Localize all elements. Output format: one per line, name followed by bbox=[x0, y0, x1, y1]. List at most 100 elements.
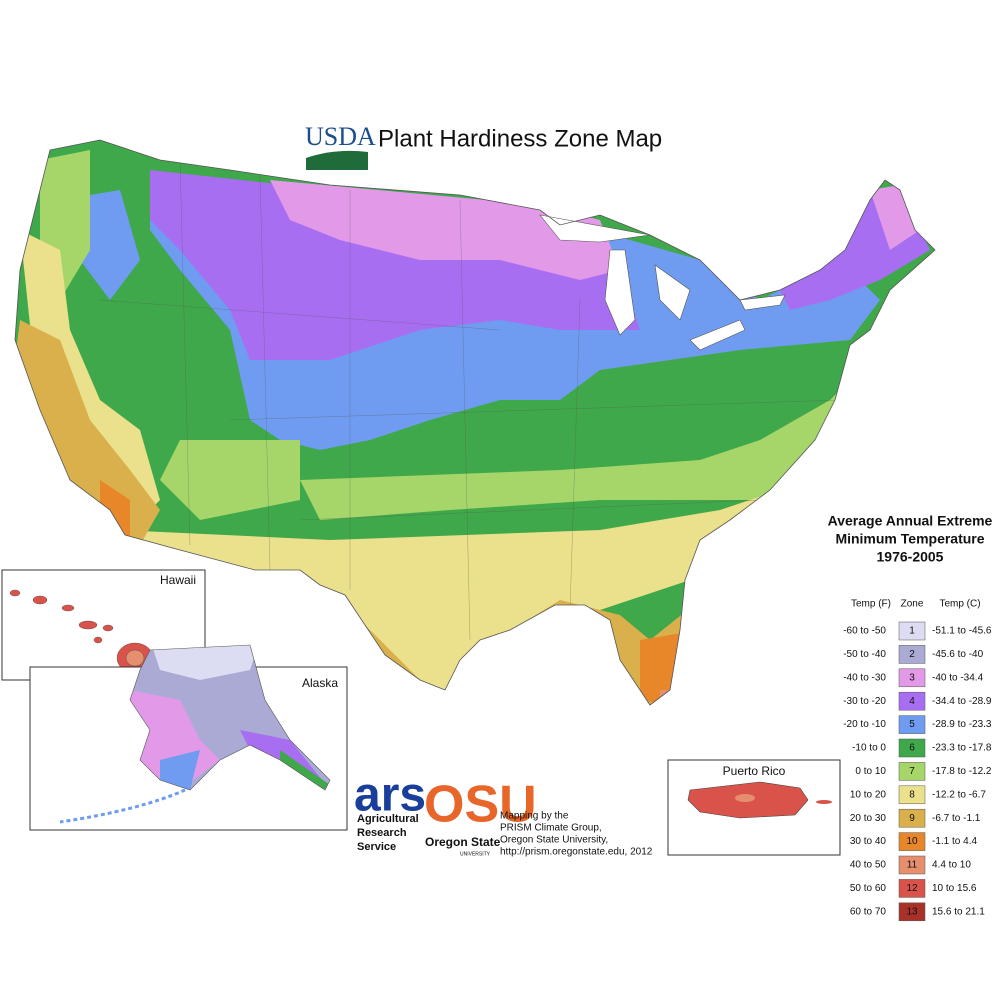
lake bbox=[739, 294, 786, 311]
credit-line: PRISM Climate Group, bbox=[500, 823, 602, 834]
ars-name: Research bbox=[357, 827, 407, 839]
legend-swatch bbox=[898, 785, 926, 805]
legend-swatch bbox=[898, 668, 926, 688]
legend-header: Temp (C) bbox=[939, 599, 980, 610]
island bbox=[93, 636, 103, 644]
legend-zone: 11 bbox=[907, 860, 918, 871]
legend-zone: 12 bbox=[906, 883, 918, 894]
island bbox=[816, 800, 832, 804]
state-line bbox=[299, 499, 761, 521]
legend-swatch bbox=[898, 902, 926, 922]
osu-name: UNIVERSITY bbox=[460, 851, 491, 857]
ars-name: Agricultural bbox=[357, 813, 419, 825]
legend-swatch bbox=[898, 715, 926, 734]
legend-temp-f: -40 to -30 bbox=[843, 672, 886, 683]
island bbox=[125, 649, 145, 667]
zone-area bbox=[160, 750, 200, 790]
legend-zone: 5 bbox=[909, 719, 915, 730]
legend-temp-f: -30 to -20 bbox=[843, 696, 886, 707]
credit-line: http://prism.oregonstate.edu, 2012 bbox=[500, 847, 653, 858]
zone-area bbox=[15, 320, 160, 545]
zone-area bbox=[300, 380, 850, 520]
usda-swoosh bbox=[306, 150, 368, 170]
island bbox=[32, 595, 48, 605]
legend-swatch bbox=[898, 738, 926, 758]
credits: ars Agricultural Research Service OSU Or… bbox=[354, 769, 653, 858]
state-line bbox=[229, 399, 841, 421]
zone-area bbox=[120, 450, 830, 700]
usda-logo-text: USDA bbox=[305, 122, 376, 151]
map-title: Plant Hardiness Zone Map bbox=[378, 125, 662, 152]
zone-area bbox=[870, 185, 920, 250]
legend-temp-f: 40 to 50 bbox=[850, 860, 887, 871]
zone-area bbox=[160, 440, 300, 520]
legend-zone: 2 bbox=[909, 649, 915, 660]
legend-title: Average Annual Extreme bbox=[828, 513, 993, 529]
usda-logo: USDA bbox=[305, 122, 376, 170]
lake bbox=[604, 249, 636, 336]
legend-temp-c: -28.9 to -23.3 bbox=[932, 719, 992, 730]
lake bbox=[689, 319, 746, 351]
ars-logo: ars bbox=[354, 769, 426, 822]
legend-zone: 1 bbox=[909, 626, 915, 637]
legend-swatch bbox=[898, 621, 926, 641]
state-line bbox=[179, 159, 191, 546]
credit-line: Mapping by the bbox=[500, 811, 569, 822]
legend-swatch bbox=[898, 832, 926, 851]
island bbox=[735, 794, 755, 802]
zone-area bbox=[150, 645, 260, 680]
ars-name: Service bbox=[357, 841, 396, 853]
legend-title: Minimum Temperature bbox=[835, 531, 984, 547]
legend-temp-c: -34.4 to -28.9 bbox=[932, 696, 992, 707]
alaska-inset: Alaska bbox=[29, 644, 348, 831]
state-line bbox=[259, 174, 271, 571]
great-lakes bbox=[539, 214, 786, 351]
legend-temp-c: 10 to 15.6 bbox=[932, 883, 977, 894]
legend-swatch bbox=[898, 645, 926, 664]
legend-temp-f: 30 to 40 bbox=[850, 836, 887, 847]
hawaii-inset: Hawaii bbox=[1, 569, 206, 681]
outline bbox=[129, 644, 331, 791]
inset-label: Alaska bbox=[302, 676, 338, 690]
legend-temp-c: -51.1 to -45.6 bbox=[932, 626, 992, 637]
island bbox=[102, 624, 114, 632]
legend-zone: 8 bbox=[909, 789, 915, 800]
inset-label: Hawaii bbox=[160, 573, 196, 587]
legend-zone: 3 bbox=[909, 672, 915, 683]
legend-zone: 10 bbox=[906, 836, 918, 847]
lake bbox=[654, 264, 691, 321]
legend-swatch bbox=[898, 808, 926, 828]
puerto-rico-inset: Puerto Rico bbox=[667, 759, 841, 856]
legend-zone: 9 bbox=[909, 813, 915, 824]
zone-area bbox=[20, 230, 160, 540]
inset-label: Puerto Rico bbox=[723, 764, 786, 778]
legend-temp-f: 50 to 60 bbox=[850, 883, 887, 894]
legend-swatch bbox=[898, 855, 926, 875]
legend-temp-f: 0 to 10 bbox=[855, 766, 886, 777]
legend-temp-c: -6.7 to -1.1 bbox=[932, 813, 981, 824]
legend-header: Temp (F) bbox=[851, 599, 891, 610]
credit-line: Oregon State University, bbox=[500, 835, 608, 846]
legend-header: Zone bbox=[901, 599, 924, 610]
osu-name: Oregon State bbox=[425, 835, 501, 849]
legend-temp-c: -40 to -34.4 bbox=[932, 672, 984, 683]
zone-area bbox=[280, 750, 330, 790]
legend-temp-c: -45.6 to -40 bbox=[932, 649, 984, 660]
legend-swatch bbox=[898, 762, 926, 781]
legend-zone: 4 bbox=[909, 696, 915, 707]
legend-temp-f: -60 to -50 bbox=[843, 626, 886, 637]
legend-temp-f: 60 to 70 bbox=[850, 906, 887, 917]
zone-area bbox=[130, 690, 220, 790]
legend-temp-f: -50 to -40 bbox=[843, 649, 886, 660]
legend-temp-f: 10 to 20 bbox=[850, 789, 887, 800]
legend-temp-f: 20 to 30 bbox=[850, 813, 887, 824]
island bbox=[61, 604, 75, 612]
legend-swatch bbox=[898, 879, 926, 898]
legend-temp-f: -10 to 0 bbox=[852, 743, 886, 754]
legend: Average Annual Extreme Minimum Temperatu… bbox=[828, 513, 993, 922]
legend-temp-c: 15.6 to 21.1 bbox=[932, 906, 985, 917]
legend-title: 1976-2005 bbox=[877, 549, 944, 565]
us-outline bbox=[14, 139, 936, 706]
state-line bbox=[459, 199, 471, 641]
